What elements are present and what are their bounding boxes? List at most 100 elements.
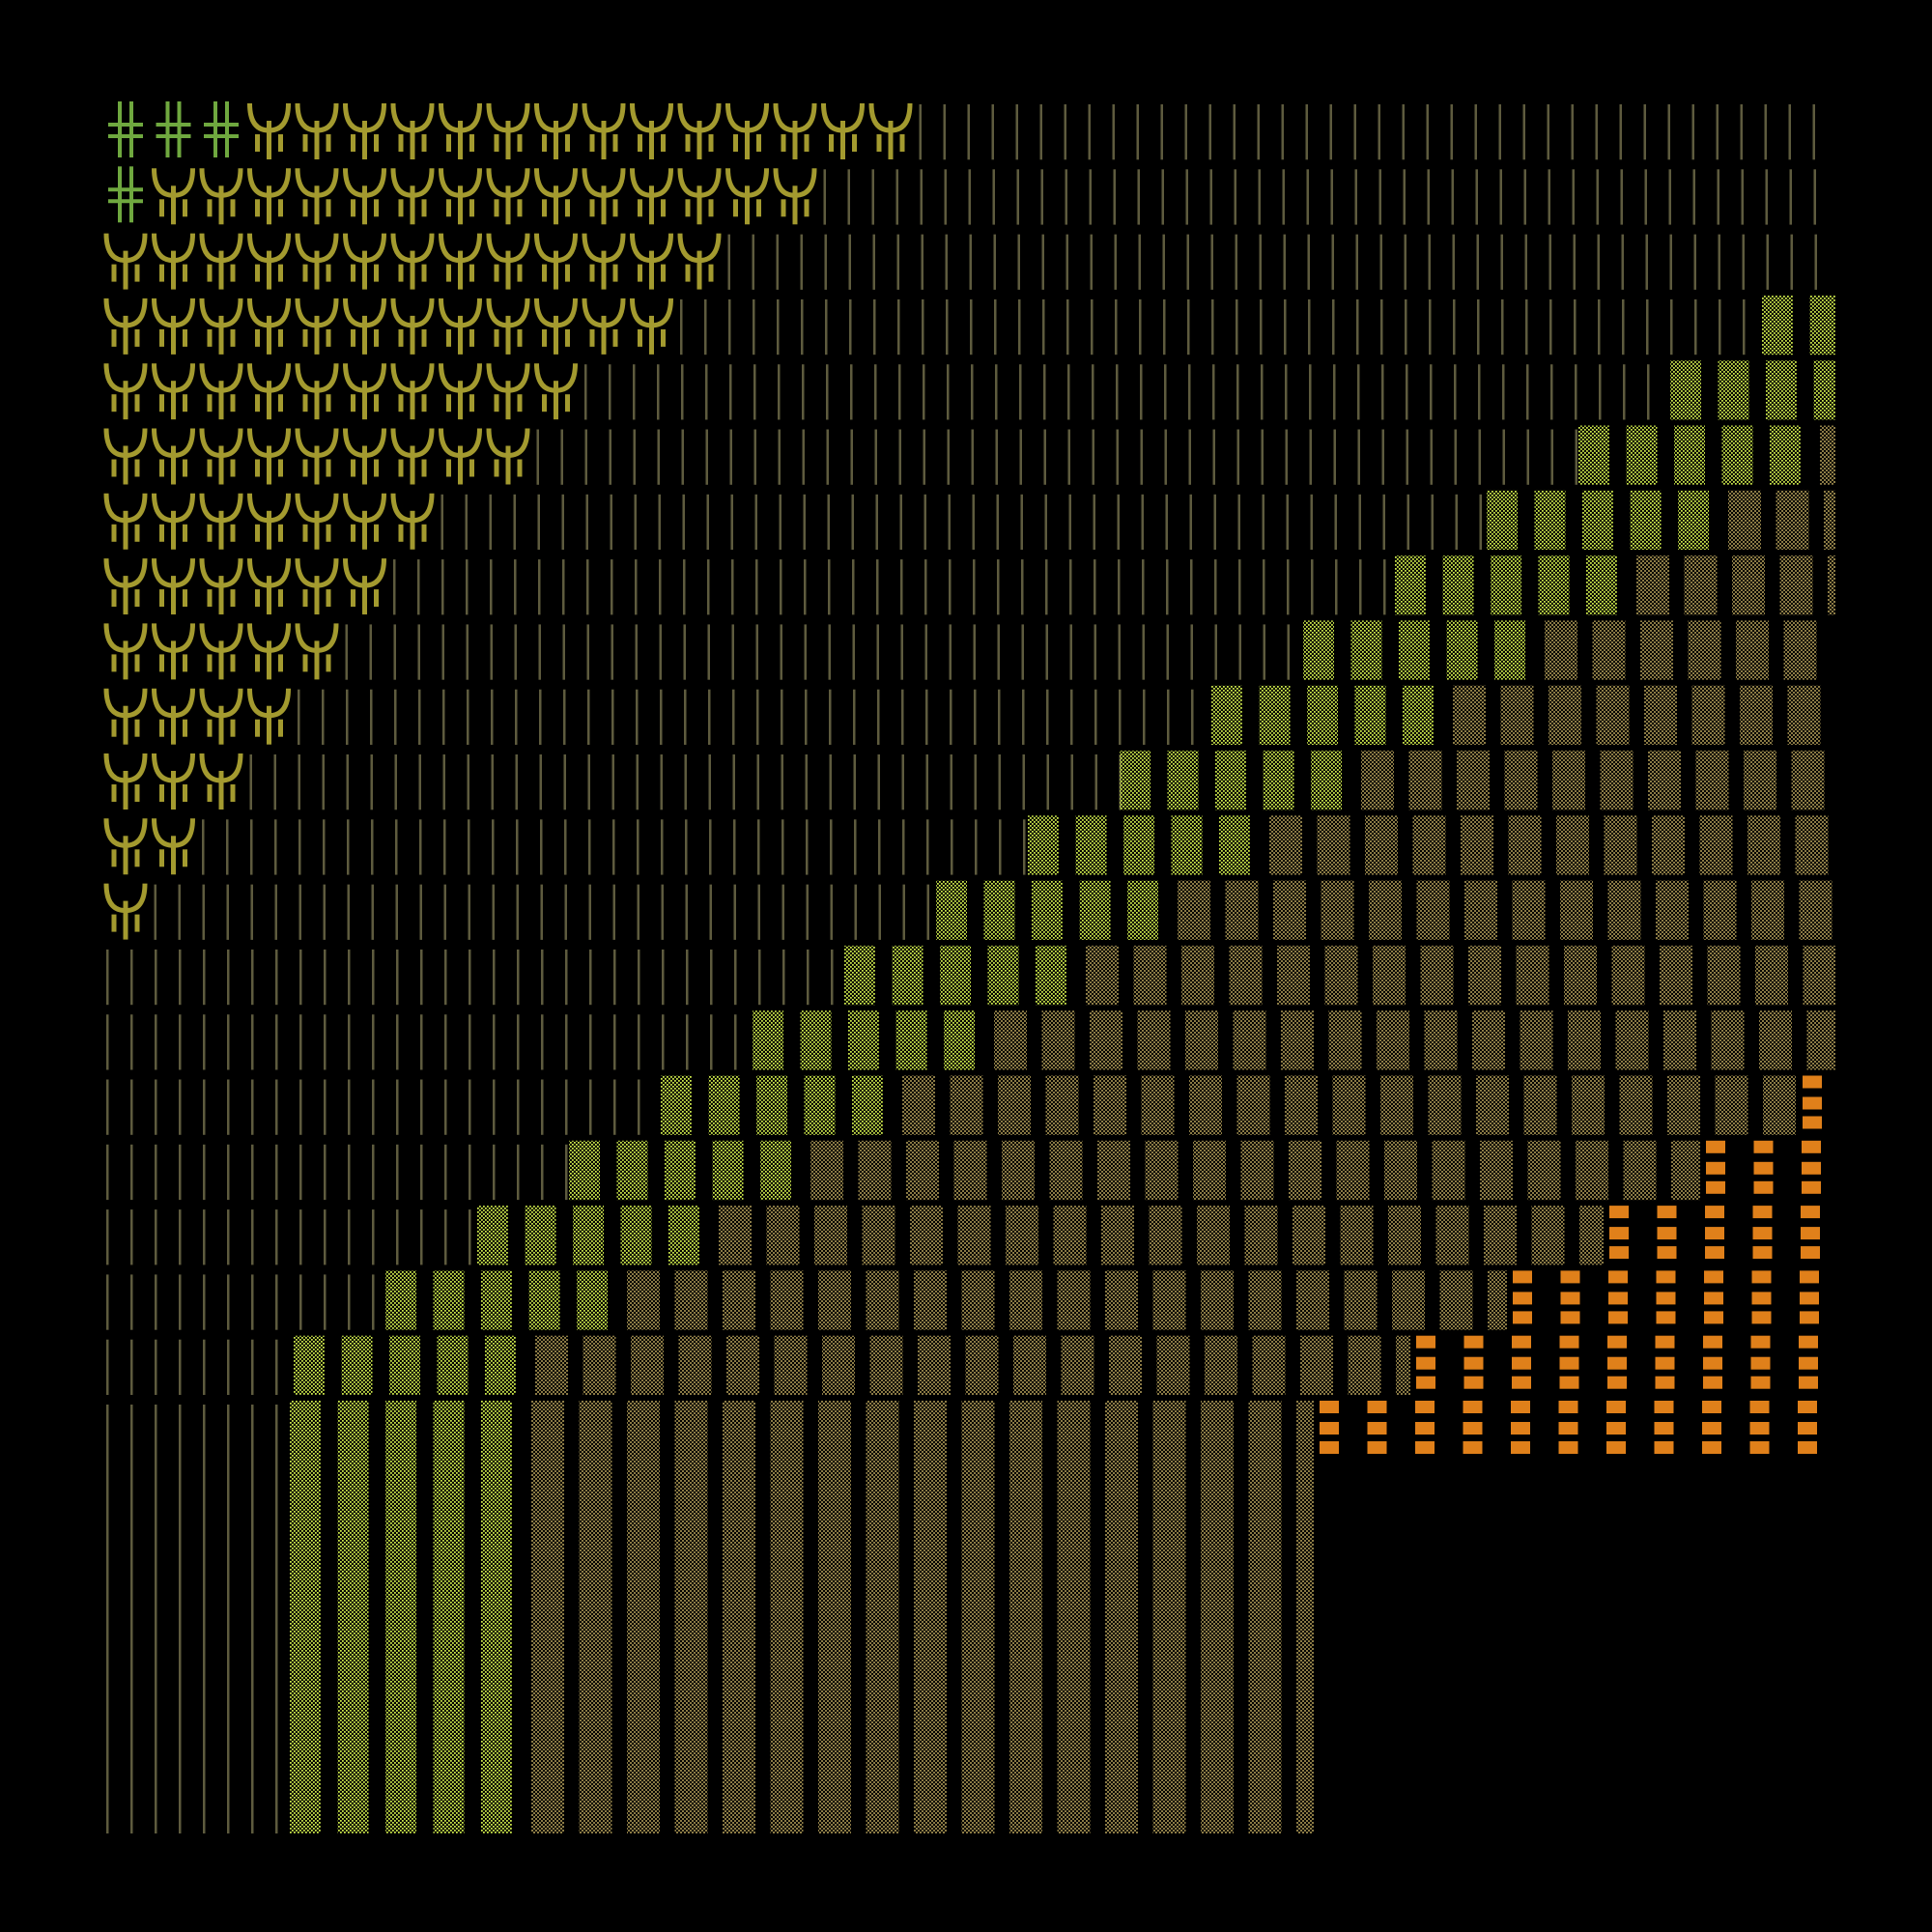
vertical-line-glyph <box>371 884 374 940</box>
vertical-line-glyph <box>944 169 947 225</box>
vertical-line-glyph <box>1045 624 1048 680</box>
vertical-line-glyph <box>1022 754 1025 810</box>
trident-icon <box>390 102 435 159</box>
vertical-line-glyph <box>1643 104 1646 160</box>
orange-block <box>1609 1246 1629 1260</box>
orange-block <box>1609 1206 1629 1219</box>
orange-block <box>1749 1422 1770 1435</box>
light-dot-cell <box>668 1206 699 1265</box>
vertical-line-glyph <box>1263 559 1265 615</box>
dark-dot-cell <box>1296 1270 1329 1330</box>
dark-dot-cell <box>1197 1206 1230 1265</box>
vertical-line-glyph <box>752 234 754 290</box>
orange-block <box>1511 1401 1530 1413</box>
orange-block <box>1798 1401 1817 1413</box>
vertical-line-glyph <box>753 364 756 420</box>
vertical-line-glyph <box>1088 104 1091 160</box>
orange-block <box>1703 1376 1722 1389</box>
vertical-line-glyph <box>1331 234 1334 290</box>
light-dot-cell <box>1219 815 1250 875</box>
vertical-line-glyph <box>490 559 493 615</box>
vertical-line-glyph <box>997 559 1000 615</box>
vertical-line-glyph <box>1669 234 1672 290</box>
orange-block <box>1656 1292 1676 1305</box>
vertical-line-glyph <box>106 1209 109 1265</box>
vertical-line-glyph <box>945 234 948 290</box>
trident-icon <box>295 102 339 159</box>
vertical-line-glyph <box>729 429 732 485</box>
orange-block <box>1513 1270 1532 1284</box>
vertical-line-glyph <box>130 1209 133 1265</box>
vertical-line-glyph <box>1046 754 1049 810</box>
vertical-line-glyph <box>492 884 495 940</box>
vertical-line-glyph <box>584 429 587 485</box>
orange-block <box>1752 1246 1773 1260</box>
vertical-line-glyph <box>1162 234 1165 290</box>
trident-icon <box>390 298 435 355</box>
vertical-line-glyph <box>539 689 542 745</box>
vertical-line-glyph <box>226 819 229 875</box>
vertical-line-glyph <box>1644 169 1647 225</box>
light-dot-cell <box>1809 295 1835 355</box>
orange-block <box>1607 1356 1627 1370</box>
vertical-line-glyph <box>1306 169 1309 225</box>
vertical-line-glyph <box>1070 754 1073 810</box>
vertical-line-glyph <box>1310 494 1313 551</box>
vertical-line-glyph <box>1692 169 1695 225</box>
light-dot-cell <box>848 1010 879 1070</box>
dark-dot-cell <box>1607 880 1641 940</box>
vertical-line-glyph <box>831 949 834 1006</box>
vertical-line-glyph <box>778 364 781 420</box>
trident-icon <box>534 233 578 290</box>
vertical-line-glyph <box>971 429 974 485</box>
vertical-line-glyph <box>1164 364 1167 420</box>
vertical-line-glyph <box>1143 689 1146 745</box>
vertical-line-glyph <box>155 1405 157 1833</box>
vertical-line-glyph <box>828 559 831 615</box>
vertical-line-glyph <box>683 624 686 680</box>
vertical-line-glyph <box>1719 298 1721 355</box>
dark-dot-cell <box>1787 685 1821 745</box>
light-dot-cell <box>1395 555 1426 615</box>
dark-dot-cell <box>818 1270 851 1330</box>
vertical-line-glyph <box>203 949 206 1006</box>
vertical-line-glyph <box>733 884 736 940</box>
dark-dot-cell <box>766 1206 800 1265</box>
vertical-line-glyph <box>420 1144 423 1201</box>
orange-block <box>1415 1422 1435 1435</box>
orange-block <box>1702 1401 1721 1413</box>
vertical-line-glyph <box>686 1014 689 1070</box>
dark-dot-cell <box>1504 751 1538 810</box>
dark-dot-cell <box>1152 1401 1186 1833</box>
vertical-line-glyph <box>155 1274 157 1330</box>
orange-block <box>1320 1441 1339 1454</box>
trident-icon <box>343 233 386 290</box>
vertical-line-glyph <box>130 1274 133 1330</box>
vertical-line-glyph <box>541 1144 544 1201</box>
orange-block <box>1705 1206 1724 1219</box>
dark-dot-cell <box>1193 1140 1226 1201</box>
vertical-line-glyph <box>1238 624 1241 680</box>
vertical-line-glyph <box>1113 169 1116 225</box>
light-dot-cell <box>294 1335 325 1395</box>
dark-dot-cell <box>1820 425 1835 485</box>
dark-dot-cell <box>814 1206 847 1265</box>
double-cross-icon <box>108 166 143 223</box>
vertical-line-glyph <box>227 1144 230 1201</box>
vertical-line-glyph <box>275 949 278 1006</box>
vertical-line-glyph <box>971 364 974 420</box>
vertical-line-glyph <box>757 819 760 875</box>
vertical-line-glyph <box>854 884 857 940</box>
dark-dot-cell <box>1348 1335 1381 1395</box>
vertical-line-glyph <box>802 364 805 420</box>
vertical-line-glyph <box>753 429 756 485</box>
trident-icon <box>152 688 195 745</box>
dark-dot-cell <box>1269 815 1302 875</box>
vertical-line-glyph <box>1379 234 1382 290</box>
vertical-line-glyph <box>925 754 928 810</box>
vertical-line-glyph <box>1524 234 1527 290</box>
vertical-line-glyph <box>853 754 856 810</box>
vertical-line-glyph <box>1066 298 1069 355</box>
vertical-line-glyph <box>371 819 374 875</box>
vertical-line-glyph <box>585 494 588 551</box>
